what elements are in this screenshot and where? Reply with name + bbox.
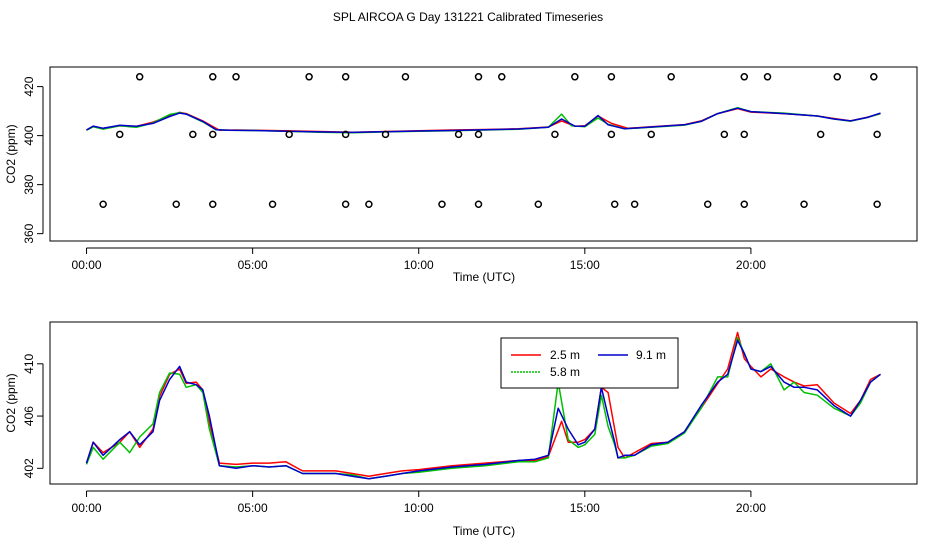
top-panel-co2-timeseries: 00:00 05:00 10:00 15:00 20:00 360 380 400 420 Ti… [4,66,918,284]
sample-marker-point [341,73,350,81]
bottom-panel-y-axis-label: CO2 (ppm) [4,373,18,432]
sample-marker-point [209,200,217,208]
sample-marker-point [99,200,107,208]
y-tick-label: 410 [22,353,36,373]
sample-marker-point [703,200,712,208]
sample-marker-point [667,73,675,81]
legend-label-9-1m: 9.1 m [636,348,666,362]
sample-marker-point [873,200,881,208]
top-panel-plot-frame [49,66,918,242]
sample-marker-point [189,130,197,139]
sample-marker-point [740,73,749,81]
sample-marker-point [740,130,749,139]
sample-marker-point [381,130,390,139]
sample-marker-point [800,200,808,208]
x-tick-label: 15:00 [570,258,600,272]
sample-marker-point [551,130,559,139]
sample-marker-point [607,73,616,81]
top-panel-sample-markers [99,73,881,208]
top-panel-axes: 00:00 05:00 10:00 15:00 20:00 360 380 400 420 [22,76,766,272]
sample-marker-point [740,200,749,208]
top-panel-y-axis-label: CO2 (ppm) [4,124,18,183]
sample-marker-point [232,73,240,81]
sample-marker-point [209,130,217,139]
legend-label-2-5m: 2.5 m [550,348,580,362]
x-tick-label: 00:00 [72,501,102,515]
sample-marker-point [341,130,350,139]
x-tick-label: 00:00 [72,258,102,272]
y-tick-label: 360 [22,223,36,243]
sample-marker-point [873,130,881,139]
top-panel-series-lines [86,106,881,134]
sample-marker-point [534,200,543,208]
bottom-panel-axes: 00:00 05:00 10:00 15:00 20:00 402 406 410 [22,353,766,515]
sample-marker-point [438,200,446,208]
series-line-9-1-m [85,339,881,480]
sample-marker-point [571,73,579,81]
sample-marker-point [870,73,878,81]
sample-marker-point [474,200,483,208]
sample-marker-point [474,130,483,139]
sample-marker-point [630,200,639,208]
y-tick-label: 402 [22,458,36,478]
sample-marker-point [720,130,729,139]
sample-marker-point [268,200,277,208]
bottom-panel-plot-frame [49,321,918,485]
sample-marker-point [607,130,616,139]
bottom-panel-x-axis-label: Time (UTC) [453,524,515,538]
bottom-panel-co2-timeseries: 00:00 05:00 10:00 15:00 20:00 402 406 410 Time … [4,321,918,538]
sample-marker-point [172,200,180,208]
sample-marker-point [833,73,842,81]
sample-marker-point [305,73,313,81]
figure-title: SPL AIRCOA G Day 131221 Calibrated Times… [333,10,603,24]
sample-marker-point [285,130,293,139]
legend-label-5-8m: 5.8 m [550,365,580,379]
sample-marker-point [401,73,410,81]
sample-marker-point [816,130,825,139]
sample-marker-point [454,130,463,139]
sample-marker-point [209,73,217,81]
x-tick-label: 10:00 [404,258,434,272]
legend: 2.5 m 9.1 m 5.8 m [500,337,679,389]
y-tick-label: 420 [22,76,36,96]
bottom-panel-series-lines [85,331,881,480]
x-tick-label: 05:00 [238,501,268,515]
sample-marker-point [474,73,483,81]
sample-marker-point [365,200,373,208]
sample-marker-point [498,73,506,81]
sample-marker-point [116,130,124,139]
x-tick-label: 15:00 [570,501,600,515]
sample-marker-point [610,200,619,208]
x-tick-label: 20:00 [736,501,766,515]
sample-marker-point [341,200,350,208]
x-tick-label: 20:00 [736,258,766,272]
sample-marker-point [763,73,772,81]
top-panel-x-axis-label: Time (UTC) [453,270,515,284]
sample-marker-point [647,130,656,139]
y-tick-label: 380 [22,174,36,194]
x-tick-label: 10:00 [404,501,434,515]
y-tick-label: 400 [22,125,36,145]
y-tick-label: 406 [22,406,36,426]
x-tick-label: 05:00 [238,258,268,272]
series-line-9-1-m [86,107,881,134]
series-line-5-8-m [85,336,881,480]
sample-marker-point [135,73,144,81]
legend-box [500,337,679,389]
